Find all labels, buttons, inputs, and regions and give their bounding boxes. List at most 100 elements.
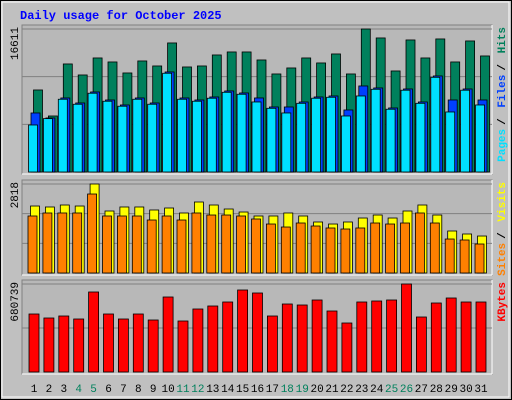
bar — [326, 310, 338, 373]
bar — [131, 215, 142, 274]
bar — [251, 218, 261, 274]
bar — [474, 243, 485, 274]
y-tick-label: 2818 — [10, 182, 22, 208]
bar — [385, 223, 396, 274]
bar — [206, 214, 217, 274]
x-tick-label: 31 — [474, 384, 488, 396]
bar — [341, 322, 353, 373]
x-tick-label: 7 — [120, 384, 127, 396]
bar — [400, 89, 411, 173]
bar — [445, 297, 457, 373]
bar — [117, 215, 127, 274]
x-tick-label: 18 — [281, 384, 294, 396]
x-tick-label: 13 — [206, 384, 219, 396]
x-tick-label: 12 — [191, 384, 204, 396]
bar — [459, 239, 470, 274]
bar — [401, 283, 412, 373]
chart-title: Daily usage for October 2025 — [20, 9, 222, 23]
bar — [57, 212, 68, 274]
bar — [102, 215, 112, 274]
bar — [252, 292, 263, 373]
bar — [295, 222, 306, 274]
x-tick-label: 30 — [459, 384, 472, 396]
bar — [57, 98, 68, 173]
bar — [340, 228, 351, 274]
bar — [355, 227, 366, 274]
x-tick-label: 8 — [135, 384, 142, 396]
bar — [147, 103, 158, 173]
bar — [370, 222, 381, 274]
bar — [191, 100, 202, 173]
bar — [356, 301, 368, 373]
bar — [265, 223, 276, 274]
bar — [176, 219, 187, 274]
bar — [414, 212, 425, 274]
bar — [311, 299, 323, 373]
bar — [87, 193, 97, 274]
bar — [340, 115, 351, 173]
bar — [162, 72, 173, 173]
x-tick-label: 6 — [105, 384, 112, 396]
x-tick-label: 14 — [221, 384, 235, 396]
bar — [296, 304, 308, 373]
bar — [117, 105, 128, 173]
bar — [266, 107, 277, 173]
bar — [266, 315, 278, 373]
x-tick-label: 16 — [251, 384, 264, 396]
bar — [162, 296, 174, 373]
bar — [236, 93, 247, 173]
bar — [27, 215, 38, 274]
bar — [87, 92, 98, 173]
bar — [72, 212, 83, 274]
x-tick-label: 29 — [445, 384, 458, 396]
bar — [430, 76, 441, 173]
bar — [237, 289, 249, 373]
legend: Sites / Visits — [497, 182, 509, 276]
bar — [58, 315, 70, 373]
legend-entry: KBytes — [497, 282, 509, 322]
legend-separator: / — [497, 232, 509, 239]
bar — [296, 102, 307, 173]
x-tick-label: 2 — [46, 384, 53, 396]
legend-entry: Sites — [497, 243, 509, 276]
bar — [445, 111, 456, 173]
bar — [72, 103, 83, 173]
bar — [429, 222, 440, 274]
legend-entry: Visits — [497, 182, 509, 222]
bar — [177, 320, 189, 373]
x-tick-label: 22 — [340, 384, 353, 396]
x-tick-label: 1 — [31, 384, 38, 396]
bar — [444, 238, 455, 274]
bar — [177, 98, 187, 173]
bar — [191, 212, 202, 274]
bar — [221, 91, 232, 173]
bar — [102, 100, 113, 173]
bar — [385, 108, 396, 173]
bar — [206, 97, 217, 173]
x-tick-label: 9 — [150, 384, 157, 396]
x-tick-label: 25 — [385, 384, 398, 396]
x-tick-label: 24 — [370, 384, 384, 396]
bar — [73, 318, 85, 373]
legend-separator: / — [497, 64, 509, 71]
bar — [281, 112, 292, 173]
bar — [118, 318, 129, 373]
bar — [400, 222, 410, 274]
bar — [415, 102, 426, 173]
x-tick-label: 5 — [90, 384, 97, 396]
x-tick-label: 23 — [355, 384, 368, 396]
bar — [161, 215, 172, 274]
legend: Pages / Files / Hits — [497, 27, 509, 162]
bar — [28, 313, 40, 373]
bar — [326, 96, 336, 173]
x-tick-label: 4 — [75, 384, 82, 396]
bar — [28, 124, 38, 173]
bar — [475, 301, 487, 373]
bar — [88, 291, 99, 373]
bar — [310, 225, 321, 274]
bar — [147, 319, 159, 373]
x-tick-label: 17 — [266, 384, 279, 396]
x-tick-label: 28 — [430, 384, 443, 396]
bar — [460, 301, 472, 373]
